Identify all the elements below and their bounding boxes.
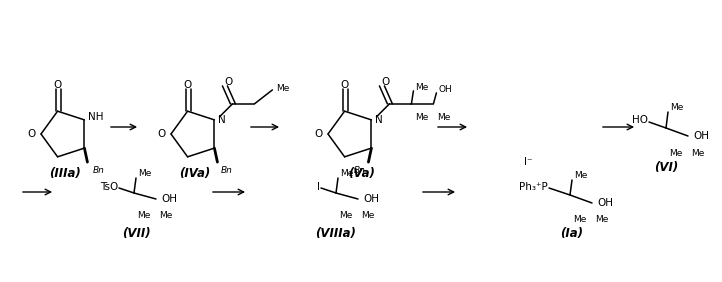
Text: (VII): (VII)	[122, 226, 150, 239]
Text: Me: Me	[340, 169, 353, 179]
Text: Me: Me	[574, 171, 588, 180]
Text: Me: Me	[414, 113, 428, 122]
Text: NH: NH	[88, 112, 104, 122]
Text: Me: Me	[670, 103, 684, 113]
Text: Me: Me	[160, 212, 173, 221]
Text: OH: OH	[693, 131, 709, 141]
Text: (IIIa): (IIIa)	[49, 168, 81, 180]
Text: (IVa): (IVa)	[179, 168, 211, 180]
Text: (Va): (Va)	[349, 168, 375, 180]
Text: O: O	[341, 80, 349, 90]
Text: Ph₃⁺P: Ph₃⁺P	[519, 182, 548, 192]
Text: Me: Me	[669, 149, 683, 158]
Text: Me: Me	[573, 215, 587, 224]
Text: HO: HO	[632, 115, 648, 125]
Text: Bn: Bn	[220, 166, 232, 175]
Text: Me: Me	[138, 169, 152, 179]
Text: Me: Me	[437, 113, 450, 122]
Text: O: O	[53, 80, 61, 90]
Text: Me: Me	[596, 215, 609, 224]
Text: Bn: Bn	[92, 166, 104, 175]
Text: (VIIIa): (VIIIa)	[316, 226, 357, 239]
Text: Bn: Bn	[354, 166, 365, 175]
Text: I⁻: I⁻	[523, 157, 532, 167]
Text: Me: Me	[361, 212, 375, 221]
Text: O: O	[225, 77, 232, 87]
Text: O: O	[157, 129, 166, 139]
Text: Me: Me	[277, 84, 290, 93]
Text: N: N	[375, 115, 383, 125]
Text: O: O	[183, 80, 192, 90]
Text: O: O	[315, 129, 323, 139]
Text: N: N	[219, 115, 226, 125]
Text: OH: OH	[438, 85, 452, 94]
Text: (Ia): (Ia)	[560, 226, 583, 239]
Text: O: O	[381, 77, 390, 87]
Text: Me: Me	[339, 212, 352, 221]
Text: Me: Me	[415, 83, 429, 92]
Text: OH: OH	[161, 194, 177, 204]
Text: Me: Me	[137, 212, 151, 221]
Text: Me: Me	[691, 149, 705, 158]
Text: OH: OH	[597, 198, 613, 208]
Text: (VI): (VI)	[654, 162, 678, 175]
Text: OH: OH	[363, 194, 379, 204]
Text: TsO: TsO	[100, 182, 118, 192]
Text: O: O	[27, 129, 36, 139]
Text: I: I	[317, 182, 320, 192]
